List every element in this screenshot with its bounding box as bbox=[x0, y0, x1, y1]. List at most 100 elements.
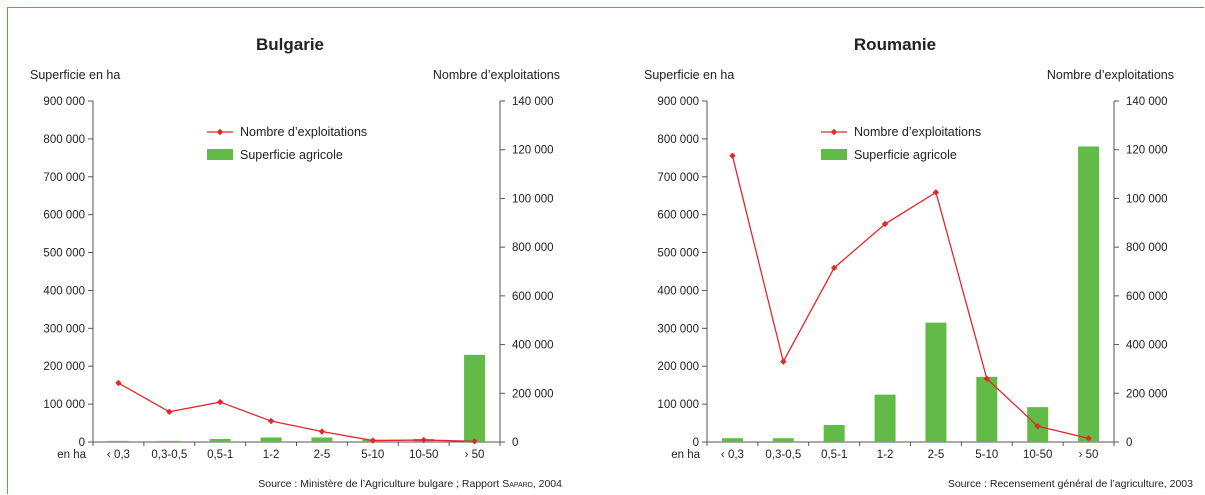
legend-entry-superficie: Superficie agricole bbox=[240, 148, 343, 162]
x-tick-label: 1-2 bbox=[263, 449, 280, 461]
bar bbox=[1078, 146, 1100, 442]
left-tick-label: 900 000 bbox=[43, 96, 85, 108]
line-point bbox=[780, 358, 787, 365]
left-tick-label: 300 000 bbox=[43, 323, 85, 335]
left-tick-label: 700 000 bbox=[43, 172, 85, 184]
bar bbox=[772, 438, 794, 442]
x-tick-label: 0,5-1 bbox=[821, 449, 847, 461]
line-point bbox=[115, 379, 122, 387]
left-tick-label: 200 000 bbox=[657, 361, 699, 373]
right-tick-label: 400 000 bbox=[1126, 340, 1168, 352]
left-tick-label: 400 000 bbox=[657, 285, 699, 297]
bar bbox=[260, 437, 282, 442]
line-point bbox=[267, 417, 275, 425]
legend-line-marker bbox=[830, 128, 838, 136]
right-tick-label: 600 000 bbox=[1126, 291, 1168, 303]
left-tick-label: 500 000 bbox=[43, 248, 85, 260]
x-tick-label: 1-2 bbox=[877, 449, 894, 461]
right-axis-title: Nombre d’exploitations bbox=[1047, 68, 1174, 82]
left-tick-label: 100 000 bbox=[657, 399, 699, 411]
bar bbox=[976, 376, 998, 442]
right-tick-label: 120 000 bbox=[1126, 145, 1168, 157]
line-point bbox=[830, 264, 838, 272]
legend-entry-superficie: Superficie agricole bbox=[854, 148, 957, 162]
series-line bbox=[118, 382, 475, 442]
line-point bbox=[216, 398, 224, 406]
line-point bbox=[1085, 435, 1092, 442]
left-tick-label: 400 000 bbox=[43, 285, 85, 297]
left-tick-label: 0 bbox=[693, 437, 699, 449]
line-point bbox=[420, 436, 427, 444]
line-point bbox=[983, 375, 991, 382]
legend-bar-swatch bbox=[207, 149, 233, 160]
x-tick-label: 0,3-0,5 bbox=[151, 449, 187, 461]
right-tick-label: 120 000 bbox=[512, 145, 554, 157]
figure-frame bbox=[7, 7, 1204, 494]
right-tick-label: 100 000 bbox=[512, 193, 554, 205]
legend-entry-exploitations: Nombre d’exploitations bbox=[854, 125, 981, 139]
x-tick-label: 0,5-1 bbox=[207, 449, 233, 461]
x-tick-label: 10-50 bbox=[1023, 449, 1052, 461]
line-point bbox=[369, 437, 377, 444]
line-point bbox=[166, 408, 173, 415]
right-tick-label: 200 000 bbox=[1126, 388, 1168, 400]
right-tick-label: 800 000 bbox=[1126, 242, 1168, 254]
left-tick-label: 500 000 bbox=[657, 248, 699, 260]
line-point bbox=[471, 438, 478, 445]
x-tick-label: 5-10 bbox=[975, 449, 998, 461]
x-axis-title: en ha bbox=[57, 449, 86, 461]
x-tick-label: ‹ 0,3 bbox=[721, 449, 744, 461]
right-tick-label: 600 000 bbox=[512, 291, 554, 303]
left-tick-label: 600 000 bbox=[657, 210, 699, 222]
chart-2: Roumanie Superficie en ha Nombre d’exploit… bbox=[644, 35, 1193, 490]
right-tick-label: 200 000 bbox=[512, 388, 554, 400]
bar bbox=[823, 424, 845, 442]
line-point bbox=[881, 220, 889, 228]
x-tick-label: › 50 bbox=[465, 449, 485, 461]
left-tick-label: 300 000 bbox=[657, 323, 699, 335]
right-tick-label: 0 bbox=[512, 437, 518, 449]
x-axis-title: en ha bbox=[671, 449, 700, 461]
x-tick-label: 2-5 bbox=[928, 449, 945, 461]
x-tick-label: 5-10 bbox=[361, 449, 384, 461]
chart-title: Roumanie bbox=[854, 35, 936, 54]
left-tick-label: 700 000 bbox=[657, 172, 699, 184]
source-note: Source : Recensement général de l’agricu… bbox=[948, 478, 1193, 490]
chart-title: Bulgarie bbox=[256, 35, 324, 54]
right-tick-label: 100 000 bbox=[1126, 193, 1168, 205]
x-tick-label: 10-50 bbox=[409, 449, 438, 461]
left-axis-title: Superficie en ha bbox=[644, 68, 734, 82]
right-tick-label: 140 000 bbox=[512, 96, 554, 108]
bar bbox=[874, 394, 896, 442]
right-axis-title: Nombre d’exploitations bbox=[433, 68, 560, 82]
bar bbox=[464, 354, 486, 442]
right-tick-label: 0 bbox=[1126, 437, 1132, 449]
x-tick-label: › 50 bbox=[1079, 449, 1099, 461]
line-point bbox=[318, 428, 326, 435]
chart-1: Bulgarie Superficie en ha Nombre d’exploit… bbox=[30, 35, 562, 490]
left-tick-label: 800 000 bbox=[43, 134, 85, 146]
left-tick-label: 800 000 bbox=[657, 134, 699, 146]
legend-entry-exploitations: Nombre d’exploitations bbox=[240, 125, 367, 139]
line-point bbox=[932, 189, 940, 196]
right-tick-label: 140 000 bbox=[1126, 96, 1168, 108]
left-tick-label: 100 000 bbox=[43, 399, 85, 411]
source-note: Source : Ministère de l’Agriculture bulg… bbox=[258, 478, 562, 490]
right-tick-label: 400 000 bbox=[512, 340, 554, 352]
series-line bbox=[731, 155, 1089, 439]
x-tick-label: ‹ 0,3 bbox=[107, 449, 130, 461]
x-tick-label: 2-5 bbox=[314, 449, 331, 461]
left-axis-title: Superficie en ha bbox=[30, 68, 120, 82]
bar bbox=[107, 440, 129, 442]
bar bbox=[925, 322, 947, 442]
bar bbox=[311, 437, 333, 442]
line-point bbox=[729, 152, 736, 160]
left-tick-label: 0 bbox=[79, 437, 85, 449]
bar bbox=[721, 438, 743, 442]
bar bbox=[158, 440, 180, 442]
right-tick-label: 800 000 bbox=[512, 242, 554, 254]
line-point bbox=[1034, 422, 1041, 430]
legend-line-marker bbox=[216, 128, 224, 136]
x-tick-label: 0,3-0,5 bbox=[765, 449, 801, 461]
